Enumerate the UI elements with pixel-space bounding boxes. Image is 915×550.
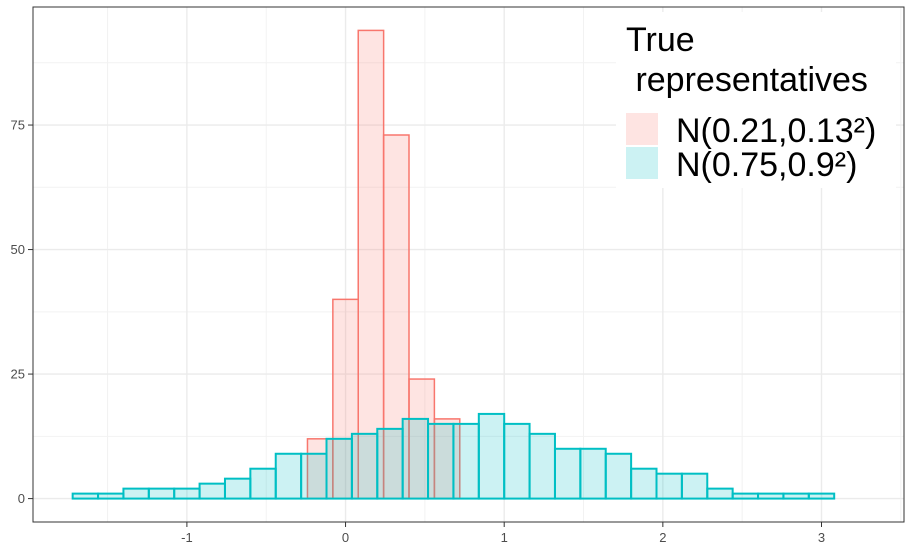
legend-title-line2: representatives bbox=[626, 61, 868, 99]
histogram-bar bbox=[731, 492, 760, 500]
histogram-bar bbox=[655, 472, 683, 500]
histogram-bar bbox=[503, 422, 531, 500]
series-1-bars bbox=[306, 29, 461, 500]
histogram-bar bbox=[147, 487, 176, 500]
histogram-bar bbox=[433, 418, 461, 500]
x-tick-label: 2 bbox=[659, 530, 666, 545]
legend-key-series-1 bbox=[626, 113, 658, 145]
histogram-bar bbox=[223, 477, 252, 500]
x-tick-label: -1 bbox=[181, 530, 193, 545]
legend-label-series-2: N(0.75,0.9²) bbox=[676, 146, 857, 184]
x-tick-label: 1 bbox=[501, 530, 508, 545]
axes: -1 0 1 2 3 0 25 50 75 bbox=[11, 118, 826, 545]
panel-border bbox=[32, 6, 905, 523]
histogram-bar bbox=[325, 437, 353, 500]
histogram-bar bbox=[401, 417, 430, 500]
legend: True representatives N(0.21,0.13²) N(0.7… bbox=[616, 12, 896, 188]
legend-title-line1: True bbox=[626, 21, 695, 59]
histogram-bar bbox=[376, 427, 404, 500]
histogram-bar bbox=[528, 432, 556, 500]
y-tick-label: 50 bbox=[11, 242, 25, 257]
legend-label-series-1: N(0.21,0.13²) bbox=[676, 112, 876, 150]
histogram-bar bbox=[274, 452, 303, 500]
histogram-bar bbox=[249, 467, 277, 500]
histogram-bar bbox=[553, 447, 582, 500]
histogram-bar bbox=[452, 422, 480, 500]
x-tick-label: 3 bbox=[818, 530, 825, 545]
legend-key-series-2 bbox=[626, 147, 658, 179]
histogram-bar bbox=[579, 447, 607, 500]
histogram-bar bbox=[680, 472, 709, 500]
histogram-bar bbox=[97, 492, 125, 500]
histogram-bar bbox=[71, 492, 100, 500]
histogram-bar bbox=[630, 467, 658, 500]
legend-background bbox=[616, 12, 896, 188]
histogram-bar bbox=[477, 412, 506, 500]
histogram-bar bbox=[350, 432, 379, 500]
histogram-bar bbox=[782, 492, 810, 500]
histogram-bar bbox=[122, 487, 150, 500]
histogram-bars bbox=[71, 29, 836, 500]
histogram-bar bbox=[757, 492, 785, 500]
histogram-bar bbox=[706, 487, 734, 500]
x-tick-label: 0 bbox=[342, 530, 349, 545]
histogram-bar bbox=[173, 487, 201, 500]
series-2-bars bbox=[71, 412, 836, 500]
histogram-bar bbox=[604, 452, 633, 500]
y-tick-label: 0 bbox=[18, 491, 25, 506]
y-tick-label: 75 bbox=[11, 118, 25, 133]
y-tick-label: 25 bbox=[11, 367, 25, 382]
histogram-bar bbox=[300, 452, 328, 500]
histogram-bar bbox=[807, 492, 836, 500]
histogram-bar bbox=[427, 422, 455, 500]
histogram-bar bbox=[198, 482, 226, 500]
histogram-bar bbox=[382, 134, 410, 500]
